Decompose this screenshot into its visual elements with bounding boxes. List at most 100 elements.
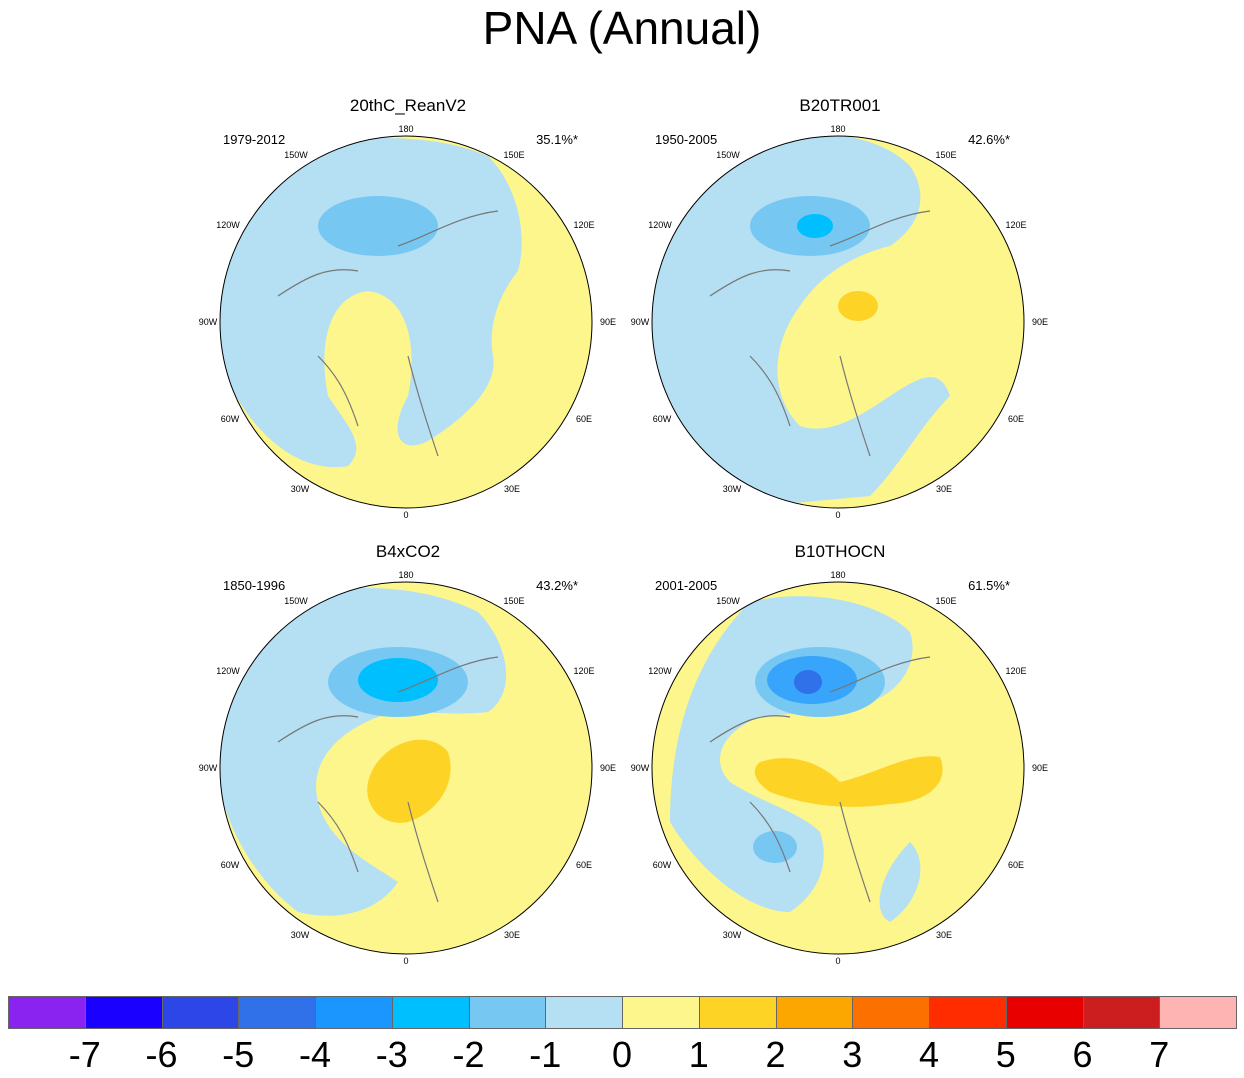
lon-label-150e: 150E (503, 596, 525, 606)
colorbar-swatch (8, 996, 86, 1029)
lon-label-150e: 150E (503, 150, 525, 160)
panel-period: 2001-2005 (655, 578, 718, 593)
colorbar-label: 3 (842, 1034, 863, 1075)
lon-label-30w: 30W (722, 484, 742, 494)
lon-label-90e: 90E (599, 317, 616, 327)
lon-label-60e: 60E (575, 860, 592, 870)
colorbar-swatch (545, 996, 623, 1029)
lon-label-150w: 150W (284, 596, 308, 606)
lon-label-30w: 30W (290, 930, 310, 940)
lon-label-180: 180 (398, 570, 414, 580)
lon-label-120w: 120W (648, 220, 672, 230)
lon-label-120e: 120E (573, 220, 595, 230)
polar-map (651, 135, 1025, 509)
colorbar-label: 0 (611, 1034, 633, 1075)
colorbar-swatch (622, 996, 700, 1029)
lon-label-60e: 60E (575, 414, 592, 424)
lon-label-90w: 90W (630, 317, 650, 327)
colorbar-label: 7 (1149, 1034, 1170, 1075)
polar-map (219, 581, 593, 955)
map-panel-3: B4xCO2 1850-1996 43.2%* 180 150W 150E 12… (199, 542, 616, 966)
panel-title: B20TR001 (799, 96, 881, 115)
colorbar-swatch (1159, 996, 1237, 1029)
lon-label-30e: 30E (935, 484, 952, 494)
lon-label-0: 0 (835, 956, 841, 966)
map-panel-2: B20TR001 1950-2005 42.6%* 180 150W 150E … (631, 96, 1048, 520)
lon-label-120w: 120W (216, 666, 240, 676)
colorbar-swatch (698, 996, 777, 1029)
lon-label-60e: 60E (1007, 414, 1024, 424)
lon-label-90w: 90W (198, 763, 218, 773)
colorbar-swatch (775, 996, 854, 1029)
lon-label-30w: 30W (290, 484, 310, 494)
lon-label-150w: 150W (716, 150, 740, 160)
panel-period: 1850-1996 (223, 578, 286, 593)
colorbar-swatch (1082, 996, 1161, 1029)
lon-label-0: 0 (403, 956, 409, 966)
lon-label-30e: 30E (503, 484, 520, 494)
colorbar-label: -6 (145, 1034, 178, 1075)
lon-label-120w: 120W (216, 220, 240, 230)
polar-map (219, 135, 593, 509)
lon-label-90e: 90E (1031, 763, 1048, 773)
main-title: PNA (Annual) (482, 2, 762, 54)
panel-period: 1979-2012 (223, 132, 286, 147)
lon-label-90w: 90W (198, 317, 218, 327)
lon-label-0: 0 (835, 510, 841, 520)
colorbar-label: 4 (918, 1034, 940, 1075)
lon-label-60w: 60W (652, 860, 672, 870)
lon-label-150e: 150E (935, 596, 957, 606)
panel-period: 1950-2005 (655, 132, 718, 147)
lon-label-90e: 90E (1031, 317, 1048, 327)
lon-label-60w: 60W (220, 414, 240, 424)
map-panel-1: 20thC_ReanV2 1979-2012 35.1%* 180 150W 1… (199, 96, 616, 520)
lon-label-30e: 30E (503, 930, 520, 940)
lon-label-120e: 120E (1005, 220, 1027, 230)
panel-percent: 42.6%* (968, 132, 1010, 147)
colorbar-swatch (1005, 996, 1084, 1029)
panel-title: B4xCO2 (375, 542, 441, 561)
panel-title: B10THOCN (794, 542, 886, 561)
colorbar-label: -3 (375, 1034, 408, 1075)
lon-label-180: 180 (398, 124, 414, 134)
lon-label-120e: 120E (1005, 666, 1027, 676)
lon-label-180: 180 (830, 124, 846, 134)
lon-label-60w: 60W (220, 860, 240, 870)
lon-label-150w: 150W (284, 150, 308, 160)
lon-label-150e: 150E (935, 150, 957, 160)
lon-label-60e: 60E (1007, 860, 1024, 870)
lon-label-150w: 150W (716, 596, 740, 606)
colorbar-label: -2 (452, 1034, 485, 1075)
lon-label-180: 180 (830, 570, 846, 580)
colorbar-label: -7 (68, 1034, 101, 1075)
panel-title: 20thC_ReanV2 (349, 96, 467, 115)
colorbar-swatch (161, 996, 240, 1029)
colorbar (8, 996, 1237, 1030)
colorbar-label: -1 (529, 1034, 562, 1075)
lon-label-120e: 120E (573, 666, 595, 676)
panel-percent: 35.1%* (536, 132, 578, 147)
colorbar-swatch (238, 996, 316, 1029)
lon-label-30w: 30W (722, 930, 742, 940)
lon-label-30e: 30E (935, 930, 952, 940)
colorbar-swatch (315, 996, 393, 1029)
colorbar-label: 1 (688, 1034, 709, 1075)
colorbar-swatch (84, 996, 163, 1029)
lon-label-90w: 90W (630, 763, 650, 773)
colorbar-label: 6 (1072, 1034, 1093, 1075)
colorbar-label: -5 (222, 1034, 255, 1075)
colorbar-label: -4 (298, 1034, 331, 1075)
colorbar-swatch (468, 996, 547, 1029)
colorbar-swatch (391, 996, 470, 1029)
lon-label-60w: 60W (652, 414, 672, 424)
polar-map (651, 581, 1025, 955)
colorbar-label: 2 (765, 1034, 786, 1075)
colorbar-swatch (852, 996, 930, 1029)
lon-label-90e: 90E (599, 763, 616, 773)
map-panel-4: B10THOCN 2001-2005 61.5%* 180 150W 150E … (631, 542, 1048, 966)
panel-percent: 43.2%* (536, 578, 578, 593)
colorbar-label: 5 (995, 1034, 1016, 1075)
lon-label-120w: 120W (648, 666, 672, 676)
colorbar-swatch (929, 996, 1007, 1029)
panel-percent: 61.5%* (968, 578, 1010, 593)
